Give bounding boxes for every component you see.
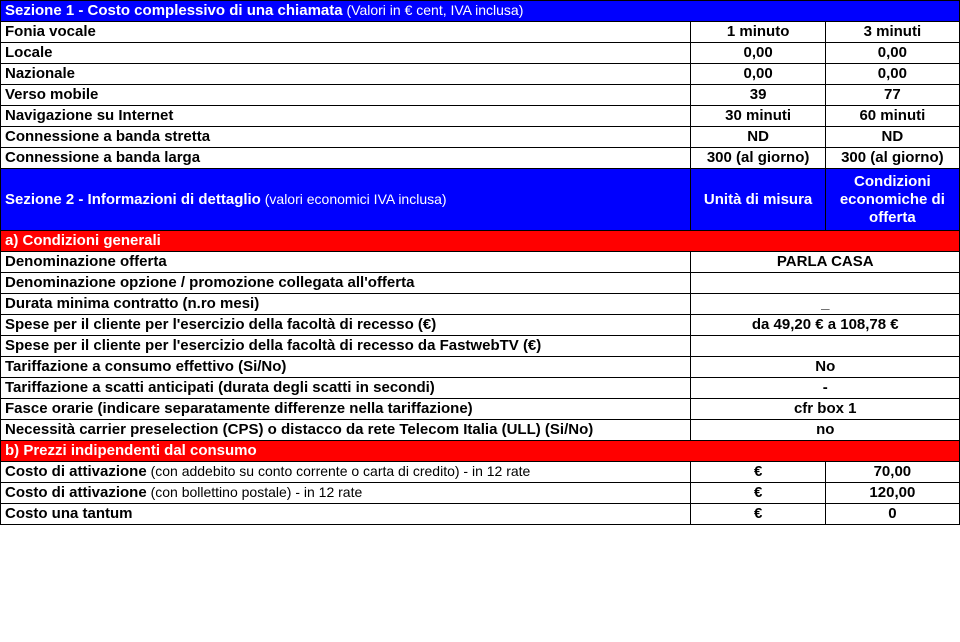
row-currency: € [691, 483, 825, 504]
table-row: Denominazione opzione / promozione colle… [1, 273, 960, 294]
row-label-suffix: (con addebito su conto corrente o carta … [147, 463, 531, 479]
row-value: 300 (al giorno) [825, 148, 959, 169]
row-value: ND [691, 127, 825, 148]
pricing-table: Sezione 1 - Costo complessivo di una chi… [0, 0, 960, 525]
row-value: ND [825, 127, 959, 148]
group-a-header-row: a) Condizioni generali [1, 231, 960, 252]
row-value: 60 minuti [825, 106, 959, 127]
section2-title-suffix: (valori economici IVA inclusa) [261, 191, 447, 207]
row-label-main: Costo di attivazione [5, 484, 147, 501]
row-value: - [691, 378, 960, 399]
table-row: Costo di attivazione (con bollettino pos… [1, 483, 960, 504]
row-value: 0,00 [825, 64, 959, 85]
table-row: Spese per il cliente per l'esercizio del… [1, 315, 960, 336]
row-value: 0,00 [691, 43, 825, 64]
row-value: 0,00 [691, 64, 825, 85]
table-row: Verso mobile 39 77 [1, 85, 960, 106]
table-row: Costo di attivazione (con addebito su co… [1, 462, 960, 483]
row-label: Nazionale [1, 64, 691, 85]
table-row: Spese per il cliente per l'esercizio del… [1, 336, 960, 357]
row-label: Spese per il cliente per l'esercizio del… [1, 336, 691, 357]
row-label: Connessione a banda larga [1, 148, 691, 169]
row-label: Spese per il cliente per l'esercizio del… [1, 315, 691, 336]
row-value: PARLA CASA [691, 252, 960, 273]
row-label-suffix: (con bollettino postale) - in 12 rate [147, 484, 363, 500]
group-b-header-row: b) Prezzi indipendenti dal consumo [1, 441, 960, 462]
row-label: Costo una tantum [1, 504, 691, 525]
row-label: Fasce orarie (indicare separatamente dif… [1, 399, 691, 420]
row-value: _ [691, 294, 960, 315]
row-currency: € [691, 462, 825, 483]
row-value: 39 [691, 85, 825, 106]
table-row: Navigazione su Internet 30 minuti 60 min… [1, 106, 960, 127]
row-label-main: Costo di attivazione [5, 463, 147, 480]
section2-col1: Unità di misura [691, 169, 825, 231]
row-label: Connessione a banda stretta [1, 127, 691, 148]
section1-title-text: Sezione 1 - Costo complessivo di una chi… [5, 2, 343, 19]
row-label: Durata minima contratto (n.ro mesi) [1, 294, 691, 315]
row-value: no [691, 420, 960, 441]
section1-title: Sezione 1 - Costo complessivo di una chi… [1, 1, 960, 22]
group-a-header: a) Condizioni generali [1, 231, 960, 252]
row-label: Costo di attivazione (con bollettino pos… [1, 483, 691, 504]
row-label: Denominazione offerta [1, 252, 691, 273]
table-row: Costo una tantum € 0 [1, 504, 960, 525]
row-value: 0,00 [825, 43, 959, 64]
row-currency: € [691, 504, 825, 525]
table-row: Connessione a banda stretta ND ND [1, 127, 960, 148]
table-row: Nazionale 0,00 0,00 [1, 64, 960, 85]
table-row: Tariffazione a scatti anticipati (durata… [1, 378, 960, 399]
section2-title: Sezione 2 - Informazioni di dettaglio (v… [1, 169, 691, 231]
section2-title-text: Sezione 2 - Informazioni di dettaglio [5, 191, 261, 208]
table-row: Connessione a banda larga 300 (al giorno… [1, 148, 960, 169]
row-label: Necessità carrier preselection (CPS) o d… [1, 420, 691, 441]
row-value [691, 336, 960, 357]
row-value: 70,00 [825, 462, 959, 483]
row-label: Costo di attivazione (con addebito su co… [1, 462, 691, 483]
row-value: 77 [825, 85, 959, 106]
section1-title-row: Sezione 1 - Costo complessivo di una chi… [1, 1, 960, 22]
section1-title-suffix: (Valori in € cent, IVA inclusa) [343, 2, 524, 18]
section1-header-label: Fonia vocale [1, 22, 691, 43]
table-row: Necessità carrier preselection (CPS) o d… [1, 420, 960, 441]
row-label: Verso mobile [1, 85, 691, 106]
group-b-header: b) Prezzi indipendenti dal consumo [1, 441, 960, 462]
row-label: Locale [1, 43, 691, 64]
row-label: Denominazione opzione / promozione colle… [1, 273, 691, 294]
table-row: Denominazione offerta PARLA CASA [1, 252, 960, 273]
row-value: 30 minuti [691, 106, 825, 127]
table-row: Fasce orarie (indicare separatamente dif… [1, 399, 960, 420]
section1-header-col2: 3 minuti [825, 22, 959, 43]
table-row: Durata minima contratto (n.ro mesi) _ [1, 294, 960, 315]
row-label: Navigazione su Internet [1, 106, 691, 127]
row-label: Tariffazione a consumo effettivo (Si/No) [1, 357, 691, 378]
table-row: Locale 0,00 0,00 [1, 43, 960, 64]
row-value: 0 [825, 504, 959, 525]
row-value [691, 273, 960, 294]
row-label: Tariffazione a scatti anticipati (durata… [1, 378, 691, 399]
row-value: cfr box 1 [691, 399, 960, 420]
row-value: No [691, 357, 960, 378]
section1-header-row: Fonia vocale 1 minuto 3 minuti [1, 22, 960, 43]
row-value: 120,00 [825, 483, 959, 504]
row-value: da 49,20 € a 108,78 € [691, 315, 960, 336]
row-label-main: Costo una tantum [5, 505, 133, 522]
table-row: Tariffazione a consumo effettivo (Si/No)… [1, 357, 960, 378]
section2-title-row: Sezione 2 - Informazioni di dettaglio (v… [1, 169, 960, 231]
row-value: 300 (al giorno) [691, 148, 825, 169]
section2-col2: Condizioni economiche di offerta [825, 169, 959, 231]
section1-header-col1: 1 minuto [691, 22, 825, 43]
